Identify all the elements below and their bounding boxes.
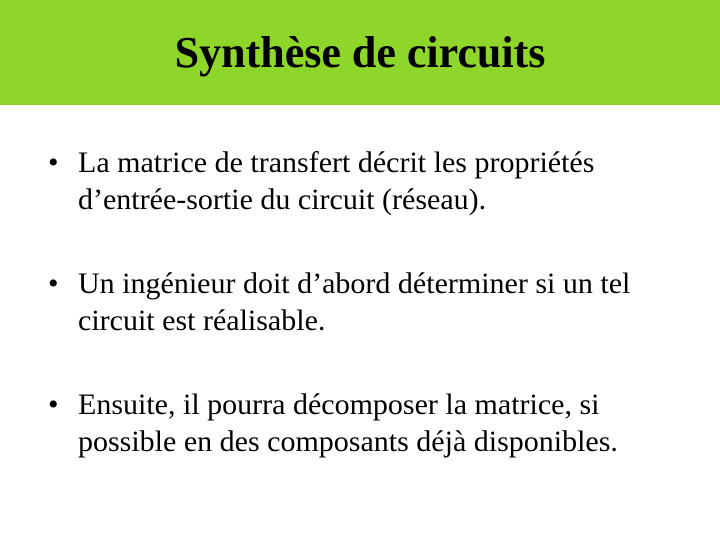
title-bar: Synthèse de circuits — [0, 0, 720, 105]
bullet-item: Un ingénieur doit d’abord déterminer si … — [42, 266, 678, 339]
slide-content: La matrice de transfert décrit les propr… — [0, 105, 720, 461]
slide: Synthèse de circuits La matrice de trans… — [0, 0, 720, 540]
bullet-list: La matrice de transfert décrit les propr… — [42, 145, 678, 461]
bullet-item: La matrice de transfert décrit les propr… — [42, 145, 678, 218]
bullet-item: Ensuite, il pourra décomposer la matrice… — [42, 387, 678, 460]
slide-title: Synthèse de circuits — [175, 27, 546, 78]
